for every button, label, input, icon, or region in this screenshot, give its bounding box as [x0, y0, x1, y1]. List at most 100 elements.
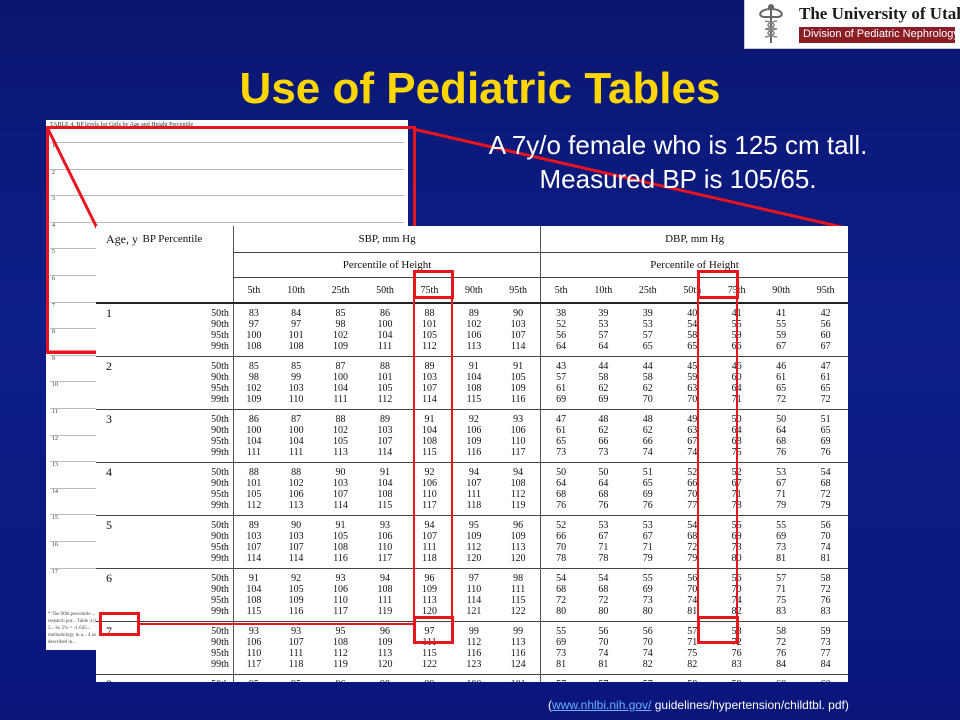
dbp-value-cell: 57	[758, 568, 804, 584]
table-row: 95th 100 101 102 104 105 106 107 56 57 57 58 59 59 60	[96, 330, 848, 341]
dbp-height-percentile-header: Percentile of Height	[540, 252, 848, 278]
dbp-value-cell: 79	[776, 500, 787, 511]
sbp-value-cell: 113	[333, 447, 348, 458]
dbp-value-cell: 67	[731, 478, 742, 489]
dbp-value-cell: 75	[731, 447, 742, 458]
dbp-value-cell: 73	[598, 447, 609, 458]
sbp-value-cell: 92	[407, 462, 452, 478]
sbp-value-cell: 109	[510, 531, 526, 542]
dbp-value-cell: 60	[820, 330, 831, 341]
sbp-value-cell: 115	[232, 606, 274, 622]
dbp-value-cell: 64	[540, 478, 582, 489]
dbp-value-cell: 67	[687, 436, 698, 447]
sbp-value-cell: 99	[291, 372, 302, 383]
dbp-value-cell: 76	[540, 500, 582, 516]
dbp-value-cell: 44	[581, 356, 626, 372]
dbp-value-cell: 54	[670, 515, 715, 531]
logo-subtitle-bar	[799, 27, 955, 43]
case-line-1: A 7y/o female who is 125 cm tall.	[488, 130, 868, 160]
dbp-value-cell: 83	[820, 606, 831, 617]
bp-percentile-cell: 90th	[211, 372, 229, 383]
dbp-value-cell: 65	[540, 436, 582, 447]
dbp-value-cell: 53	[625, 515, 670, 531]
bp-percentile-cell: 90th	[211, 319, 229, 330]
dbp-value-cell: 78	[540, 553, 582, 569]
sbp-value-cell: 95	[232, 674, 274, 682]
bp-percentile-cell: 95th	[211, 383, 229, 394]
age-cell	[96, 584, 142, 595]
sbp-value-cell: 123	[466, 659, 482, 670]
sbp-value-cell: 113	[510, 637, 526, 648]
sbp-value-cell: 100	[288, 425, 304, 436]
dbp-value-cell: 68	[731, 436, 742, 447]
dbp-value-cell: 61	[820, 372, 831, 383]
dbp-value-cell: 76	[820, 447, 831, 458]
sbp-value-cell: 113	[422, 595, 437, 606]
dbp-value-cell: 84	[820, 659, 831, 670]
dbp-value-cell: 41	[758, 302, 804, 319]
dbp-value-cell: 72	[776, 637, 787, 648]
sbp-value-cell: 93	[318, 568, 363, 584]
sbp-value-cell: 104	[466, 372, 482, 383]
source-link[interactable]: www.nhlbi.nih.gov/	[552, 698, 652, 712]
bp-percentile-cell: 90th	[211, 478, 229, 489]
dbp-value-cell: 53	[581, 515, 626, 531]
dbp-75th-column-highlight	[697, 270, 739, 299]
dbp-value-cell: 80	[598, 606, 609, 617]
sbp-value-cell: 105	[333, 531, 349, 542]
sbp-value-cell: 93	[362, 515, 408, 531]
sbp-value-cell: 103	[288, 383, 304, 394]
sbp-value-cell: 108	[377, 489, 393, 500]
sbp-value-cell: 106	[510, 425, 526, 436]
dbp-value-cell: 72	[598, 595, 609, 606]
dbp-value-cell: 77	[820, 648, 831, 659]
sbp-value-cell: 104	[421, 425, 437, 436]
dbp-value-cell: 72	[540, 595, 582, 606]
dbp-value-cell: 64	[731, 425, 742, 436]
dbp-height-percentile-1: 10th	[594, 284, 613, 296]
sbp-value-cell: 111	[288, 648, 304, 659]
sbp-value-cell: 118	[466, 500, 482, 511]
bp-percentile-cell: 99th	[211, 394, 229, 405]
dbp-value-cell: 54	[687, 319, 698, 330]
university-logo: The University of Utah Division of Pedia…	[744, 0, 960, 49]
sbp-value-cell: 110	[510, 436, 526, 447]
sbp-value-cell: 92	[273, 568, 319, 584]
logo-title: The University of Utah	[799, 4, 960, 23]
sbp-value-cell: 121	[466, 606, 482, 617]
dbp-value-cell: 76	[731, 648, 742, 659]
sbp-value-cell: 107	[377, 436, 393, 447]
dbp-value-cell: 65	[820, 425, 831, 436]
table-row: 99th 109 110 111 112 114 115 116 69 69 70 70 71 72 72	[96, 394, 848, 410]
dbp-value-cell: 76	[820, 595, 831, 606]
sbp-value-cell: 100	[232, 425, 274, 436]
table-row: 95th 108 109 110 111 113 114 115 72 72 73 74 74 75 76	[96, 595, 848, 606]
dbp-value-cell: 78	[598, 553, 609, 564]
dbp-value-cell: 50	[758, 409, 804, 425]
dbp-value-cell: 80	[731, 553, 742, 564]
sbp-value-cell: 113	[288, 500, 304, 511]
caduceus-icon	[759, 4, 783, 43]
sbp-value-cell: 116	[466, 447, 482, 458]
dbp-value-cell: 70	[598, 637, 609, 648]
sbp-value-cell: 108	[466, 383, 482, 394]
dbp-value-cell: 49	[670, 409, 715, 425]
dbp-value-cell: 45	[670, 356, 715, 372]
dbp-value-cell: 68	[776, 436, 787, 447]
sbp-value-cell: 115	[422, 648, 437, 659]
age-cell	[96, 383, 142, 394]
dbp-value-cell: 53	[598, 319, 609, 330]
dbp-value-cell: 82	[642, 659, 653, 670]
dbp-value-cell: 79	[820, 500, 831, 511]
age-cell: 2	[96, 356, 143, 372]
dbp-value-cell: 76	[598, 500, 609, 511]
sbp-value-cell: 97	[232, 319, 274, 330]
sbp-value-cell: 113	[466, 341, 482, 352]
thumbnail-caption: TABLE 4. BP levels for Girls by Age and …	[50, 122, 194, 128]
dbp-value-cell: 56	[540, 330, 582, 341]
sbp-90th-age7-highlight	[413, 616, 454, 644]
bp-percentile-cell: 95th	[211, 330, 229, 341]
age-cell	[96, 425, 142, 436]
dbp-value-cell: 67	[642, 531, 653, 542]
dbp-value-cell: 39	[581, 302, 626, 319]
